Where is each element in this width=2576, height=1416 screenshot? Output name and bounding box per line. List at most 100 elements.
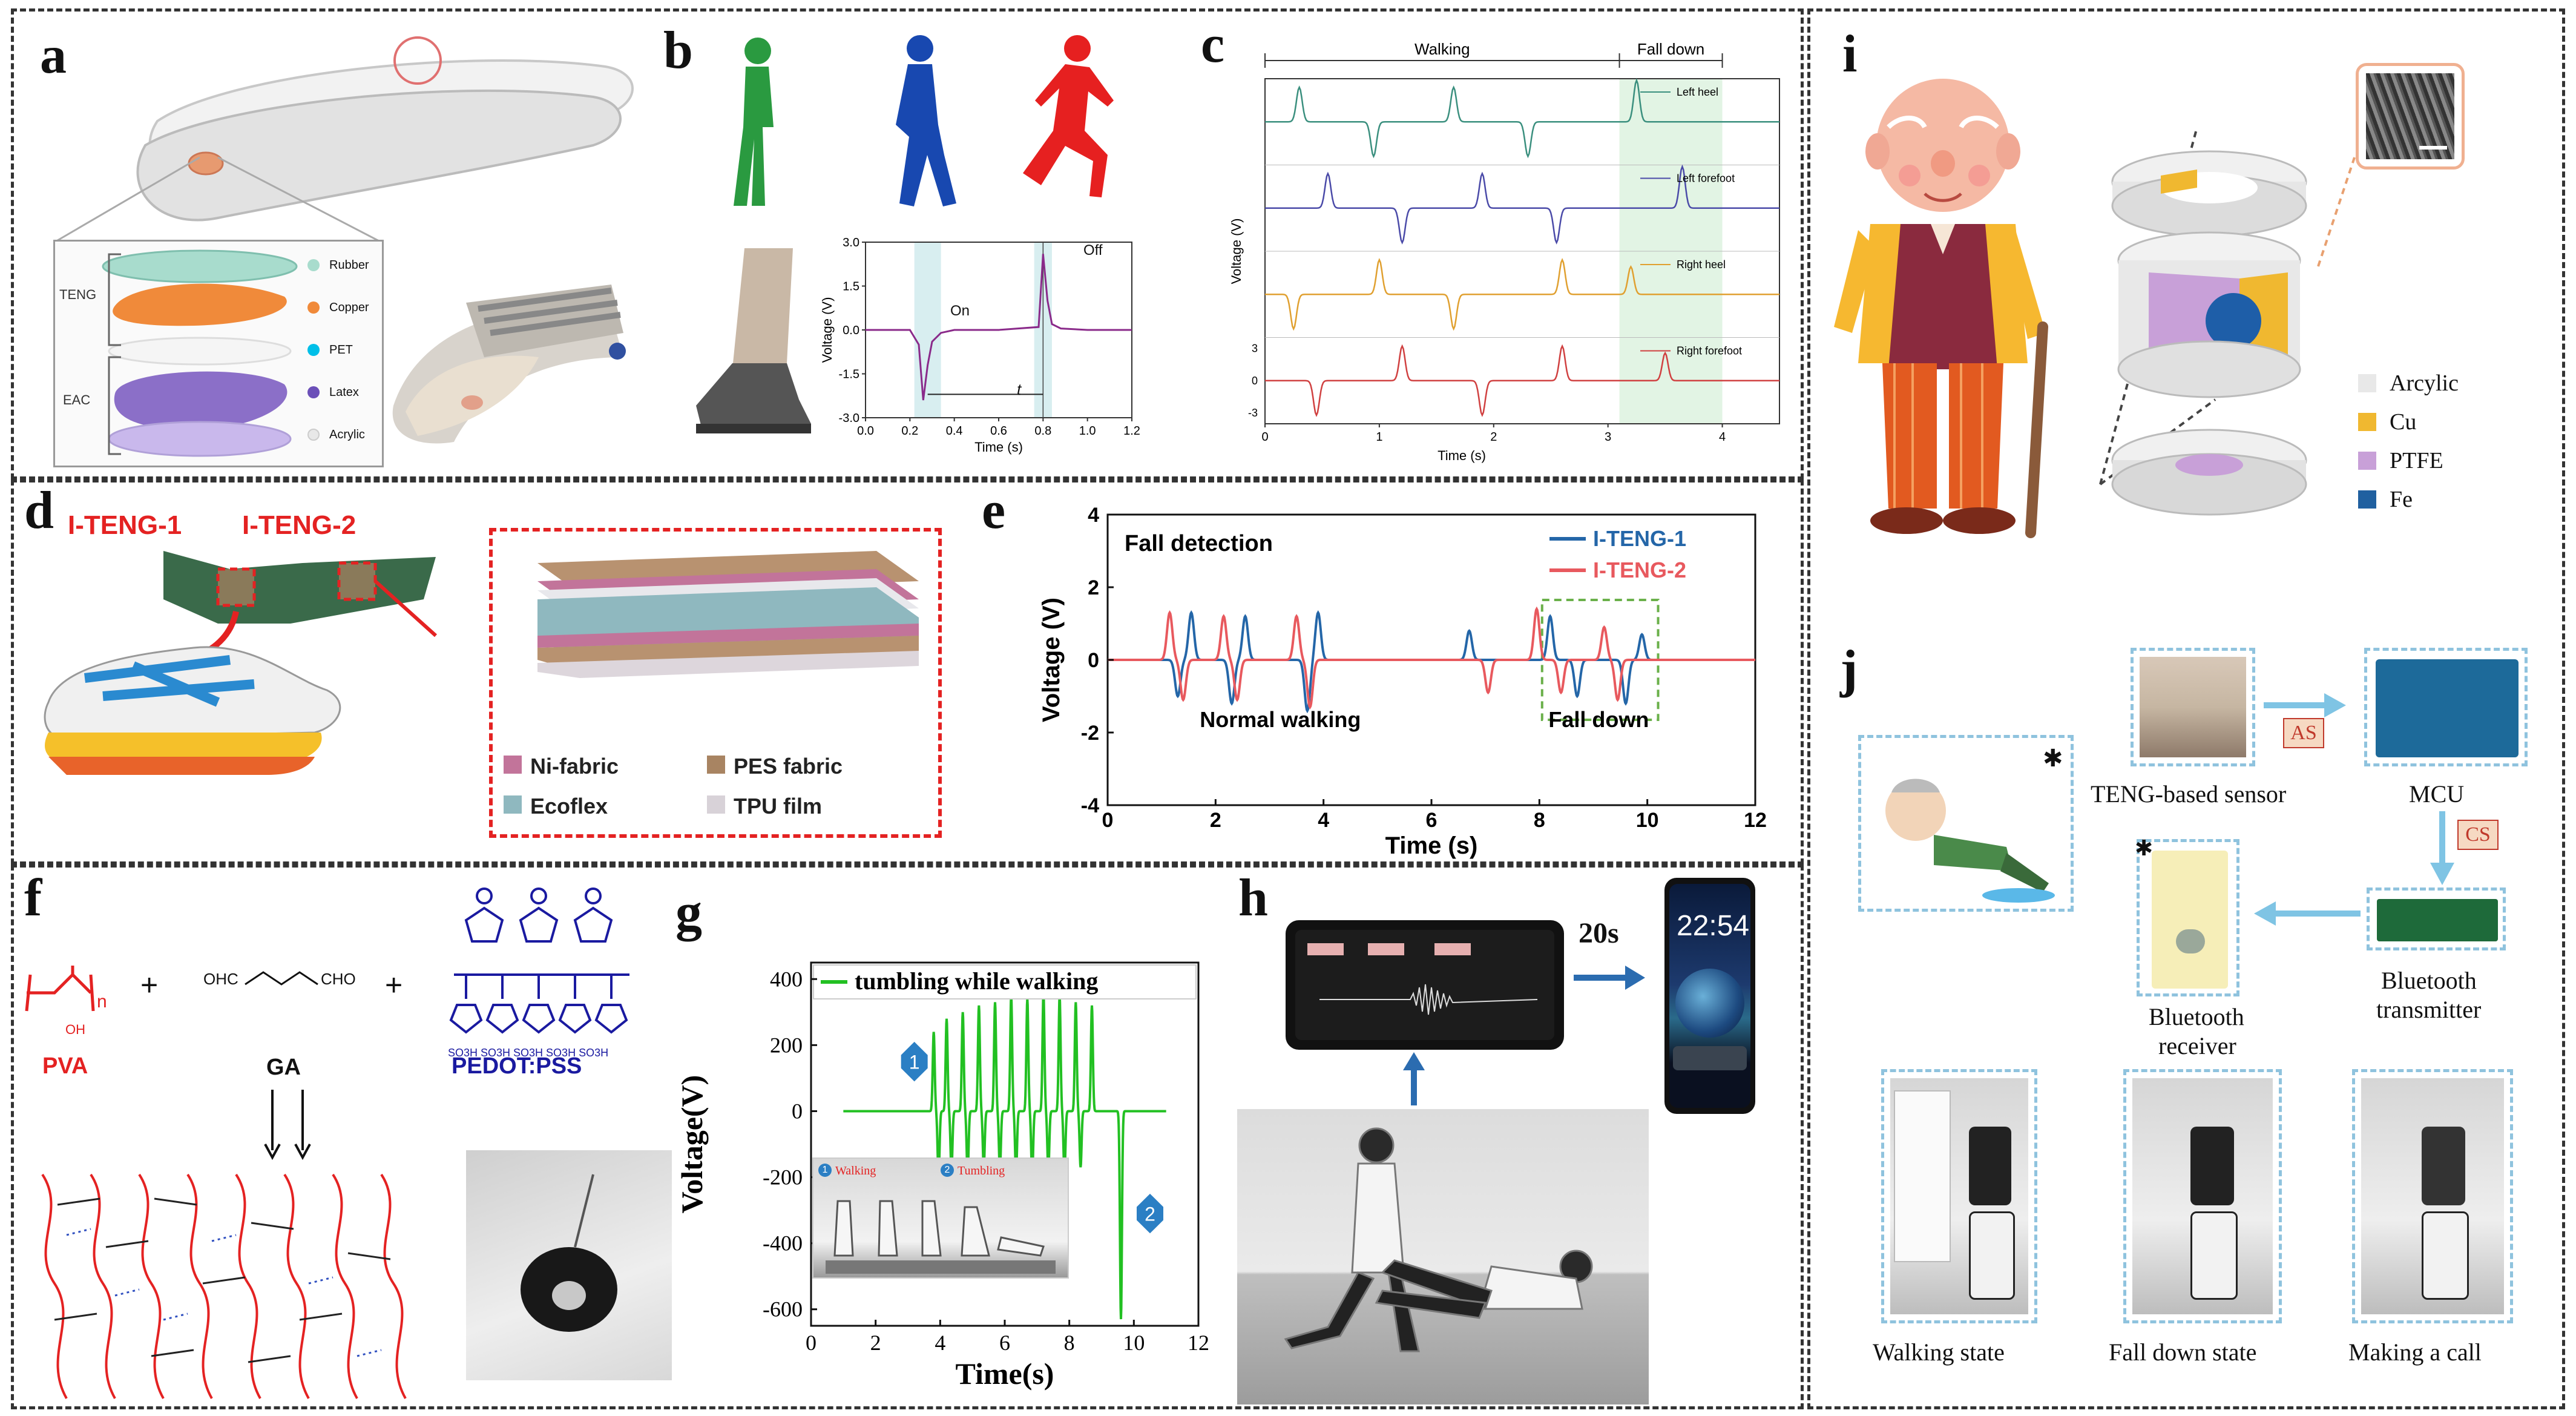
sem-inset <box>2356 63 2465 170</box>
label-walking-state: Walking state <box>1873 1339 2005 1366</box>
legend-swatch-cu <box>2358 413 2376 431</box>
annotation-normal-walking: Normal walking <box>1200 707 1361 732</box>
fall-cartoon <box>1885 779 2055 903</box>
xtick-label: 6 <box>999 1331 1010 1355</box>
legend-pet: PET <box>329 343 353 357</box>
legend-label: tumbling while walking <box>855 967 1098 995</box>
panel-label-c: c <box>1201 15 1225 74</box>
series-tumbling-while-walking <box>843 992 1166 1320</box>
label-i-teng-1: I-TENG-1 <box>68 510 182 540</box>
xtick-label: 0 <box>1261 430 1268 444</box>
arrow-right-icon <box>1574 966 1645 990</box>
ytick-label: 2 <box>1088 576 1099 599</box>
pva-oh: OH <box>65 1022 85 1037</box>
xtick-label: 0.8 <box>1034 424 1051 438</box>
mcu-board <box>2376 659 2518 757</box>
hydrogel-sample <box>521 1174 617 1332</box>
sem-scalebar <box>2419 146 2447 150</box>
xtick-label: 12 <box>1744 809 1767 832</box>
hydrogel-photo <box>466 1150 672 1380</box>
legend-fe: Fe <box>2390 487 2413 512</box>
panel-label-b: b <box>663 21 693 80</box>
panel-label-i: i <box>1842 25 1858 84</box>
insole-illustration <box>136 36 634 222</box>
sem-image <box>2366 73 2454 159</box>
xtick-label: 2 <box>870 1331 881 1355</box>
ga-arrows <box>264 1090 311 1161</box>
bluetooth-icon-1: ✱ <box>2043 745 2063 772</box>
pedot-pss-structure: SO3H SO3H SO3H SO3H SO3H <box>448 887 629 1059</box>
highlight-on <box>914 242 941 418</box>
legend-swatch-tpu-film <box>707 795 725 814</box>
group-label-eac: EAC <box>63 392 91 407</box>
panel-label-j: j <box>1840 640 1858 699</box>
voltage-chart-e: I-TENG-1 I-TENG-2 Fall detection Normal wal… <box>1038 504 1767 859</box>
group-brackets <box>108 253 121 455</box>
bluetooth-icon-2: ✱ <box>2135 835 2154 860</box>
xtick-label: 2 <box>1210 809 1221 832</box>
marker-2-shape <box>1137 1193 1163 1234</box>
legend-swatch-ecoflex <box>504 795 522 814</box>
legend-label: Right heel <box>1677 259 1726 271</box>
chart-title: Fall detection <box>1125 531 1273 556</box>
ytick-label: -1.5 <box>839 368 859 381</box>
legend-swatch-ptfe <box>2358 452 2376 470</box>
pedot-label: PEDOT:PSS <box>452 1053 582 1079</box>
tag-as: AS <box>2283 718 2324 748</box>
label-bt-receiver-2: receiver <box>2158 1032 2236 1059</box>
group-label-teng: TENG <box>59 287 97 302</box>
app-waveform <box>1319 984 1538 1015</box>
fall-state-photo-box <box>2123 1069 2282 1323</box>
ytick-label: 3.0 <box>843 236 859 249</box>
xtick-label: 0.4 <box>946 424 963 438</box>
x-axis-label: Time (s) <box>974 440 1023 455</box>
y-axis-label: Voltage (V) <box>1229 219 1244 285</box>
x-axis-label: Time (s) <box>1385 832 1478 859</box>
xtick-label: 4 <box>935 1331 945 1355</box>
fall-experiment-figures <box>1284 1127 1593 1352</box>
panel-label-f: f <box>24 869 42 927</box>
receiver-app-figure <box>2176 929 2205 953</box>
running-figure-red-icon <box>1023 35 1114 197</box>
xtick-label: 10 <box>1636 809 1659 832</box>
series-left-forefoot <box>1265 164 1779 245</box>
chart-b-ann-off: Off <box>1083 242 1103 259</box>
fall-experiment-photo <box>1237 1109 1649 1404</box>
label-bt-transmitter-1: Bluetooth <box>2381 967 2477 994</box>
xtick-label: 1 <box>1376 430 1382 444</box>
transmitter-box <box>2367 887 2506 950</box>
ytick-label: -3 <box>1248 407 1258 419</box>
arrow-as <box>2264 693 2346 717</box>
app-button-2 <box>1368 943 1404 955</box>
legend-tpu-film: TPU film <box>734 794 823 818</box>
xtick-label: 0.6 <box>990 424 1007 438</box>
panel-label-d: d <box>24 481 54 540</box>
walking-state-photo <box>1890 1078 2028 1314</box>
inset-figures <box>826 1200 1056 1274</box>
annotation-fall-down: Fall down <box>1548 707 1649 732</box>
legend-latex: Latex <box>329 386 359 399</box>
xtick-label: 4 <box>1719 430 1726 444</box>
panel-label-g: g <box>675 883 702 942</box>
panel-d-e-frame <box>11 479 1804 864</box>
plus-sign-2: + <box>385 968 403 1002</box>
phone-3b <box>2422 1211 2469 1300</box>
tag-cs: CS <box>2457 820 2499 850</box>
panel-a-b-c-frame <box>11 8 1804 479</box>
ytick-label: 200 <box>770 1033 803 1057</box>
legend-ni-fabric: Ni-fabric <box>530 754 619 779</box>
phone-clock: 22:54 <box>1677 910 1750 942</box>
xtick-label: 10 <box>1123 1331 1145 1355</box>
hydrogel-network <box>41 1173 407 1399</box>
arrow-cs <box>2430 811 2454 885</box>
notification-card <box>1673 1046 1747 1070</box>
label-bt-receiver-1: Bluetooth <box>2149 1003 2244 1030</box>
label-making-a-call: Making a call <box>2348 1339 2482 1366</box>
y-axis-label: Voltage(V) <box>675 1075 709 1214</box>
svg-text:SO3H SO3H SO3H SO3H SO3H: SO3H SO3H SO3H SO3H SO3H <box>448 1047 608 1059</box>
legend-swatch-fe <box>2358 490 2376 509</box>
legend-label: I-TENG-2 <box>1593 558 1686 582</box>
legend-dot-latex <box>307 386 320 398</box>
xtick-label: 4 <box>1318 809 1329 832</box>
transmitter-board <box>2377 899 2498 941</box>
